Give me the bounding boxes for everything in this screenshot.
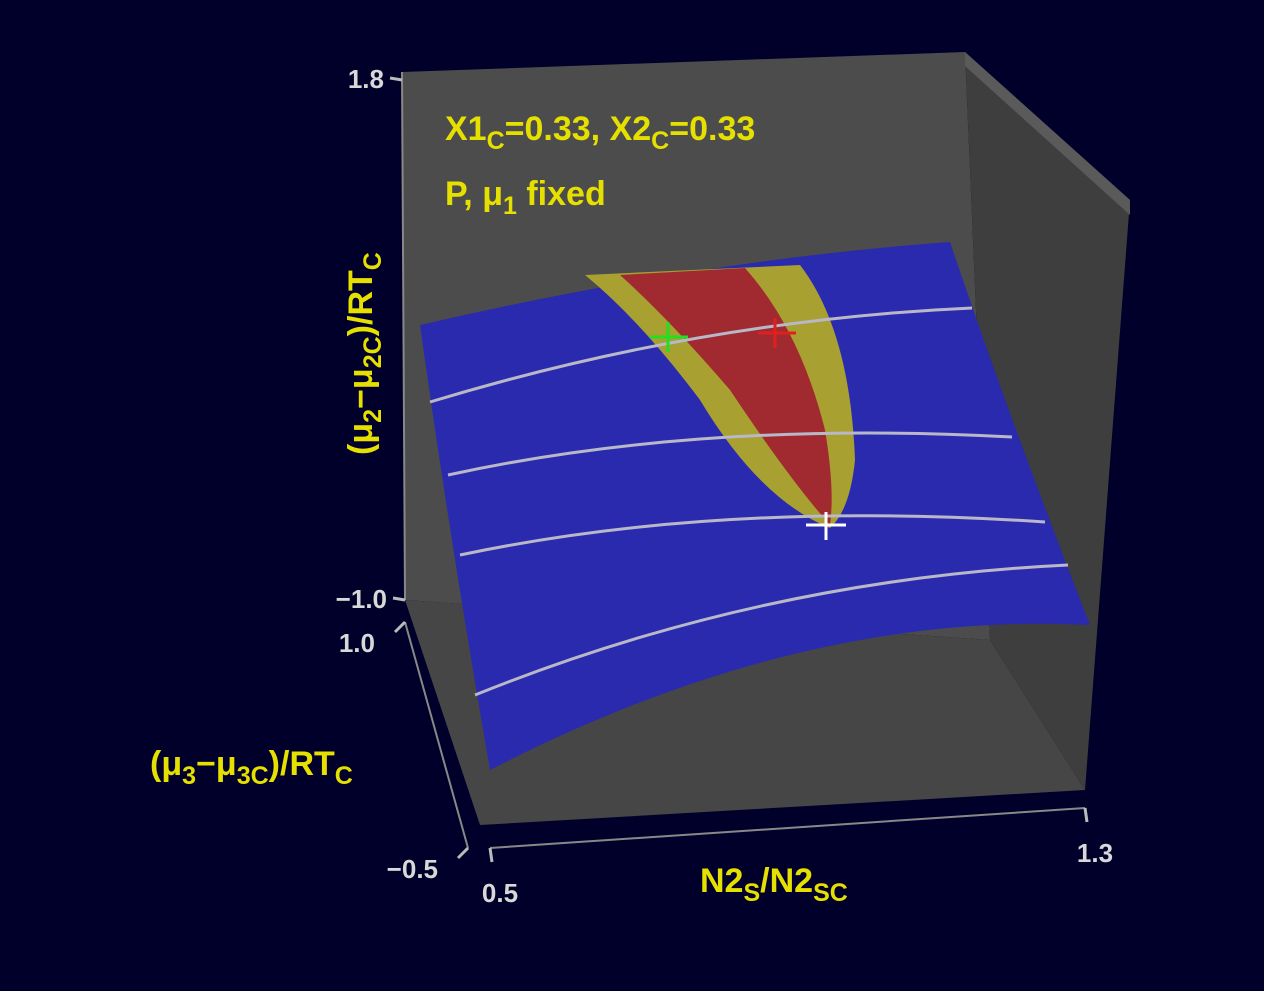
- text-part: =0.33, X2: [505, 110, 652, 148]
- y-tick-label: −0.5: [387, 854, 438, 884]
- y-tick-label: 1.0: [339, 628, 375, 658]
- text-part: =0.33: [669, 110, 755, 148]
- annotation: P, μ1 fixed: [445, 175, 606, 220]
- contour-line: [459, 514, 1046, 557]
- subscript: 2: [359, 409, 387, 423]
- wall-edge: [965, 52, 1130, 215]
- subscript: SC: [813, 879, 848, 907]
- surface: [420, 242, 1090, 770]
- subscript: 3: [182, 762, 196, 790]
- text-part: N2: [700, 862, 743, 900]
- subscript: S: [743, 879, 760, 907]
- subscript: 2C: [359, 336, 387, 368]
- subscript: C: [651, 127, 669, 155]
- text-part: )/RT: [342, 270, 380, 336]
- tick-mark: [456, 846, 470, 860]
- z-tick-label: 1.8: [348, 64, 384, 94]
- subscript: 3C: [237, 762, 269, 790]
- green-marker: [650, 322, 688, 352]
- z-axis: [401, 71, 406, 601]
- text-part: fixed: [517, 175, 606, 213]
- white-marker: [806, 512, 846, 540]
- text-part: −μ: [342, 368, 380, 409]
- annotation: X1C=0.33, X2C=0.33: [445, 110, 755, 155]
- tick-mark: [393, 620, 407, 634]
- contour-line: [429, 306, 973, 404]
- contour-line: [474, 563, 1069, 697]
- subscript: C: [359, 252, 387, 270]
- z-axis-label: (μ2−μ2C)/RTC: [342, 252, 387, 455]
- text-part: (μ: [342, 423, 380, 455]
- text-part: /N2: [760, 862, 813, 900]
- tick-mark: [389, 76, 403, 82]
- text-part: X1: [445, 110, 487, 148]
- subscript: 1: [503, 192, 517, 220]
- tick-mark: [488, 847, 494, 863]
- y-axis-label: (μ3−μ3C)/RTC: [150, 745, 353, 790]
- text-part: (μ: [150, 745, 182, 783]
- text-part: P, μ: [445, 175, 503, 213]
- x-tick-label: 0.5: [482, 878, 518, 908]
- contour-line: [447, 431, 1013, 477]
- x-axis-label: N2S/N2SC: [700, 862, 848, 907]
- red-marker: [758, 318, 796, 348]
- x-axis: [489, 807, 1086, 849]
- text-part: −μ: [196, 745, 237, 783]
- y-axis: [404, 621, 469, 849]
- tick-mark: [1083, 807, 1089, 823]
- subscript: C: [335, 762, 353, 790]
- subscript: C: [487, 127, 505, 155]
- z-tick-label: −1.0: [336, 584, 387, 614]
- x-tick-label: 1.3: [1077, 838, 1113, 868]
- markers: [650, 318, 846, 540]
- text-part: )/RT: [269, 745, 335, 783]
- tick-mark: [392, 596, 406, 602]
